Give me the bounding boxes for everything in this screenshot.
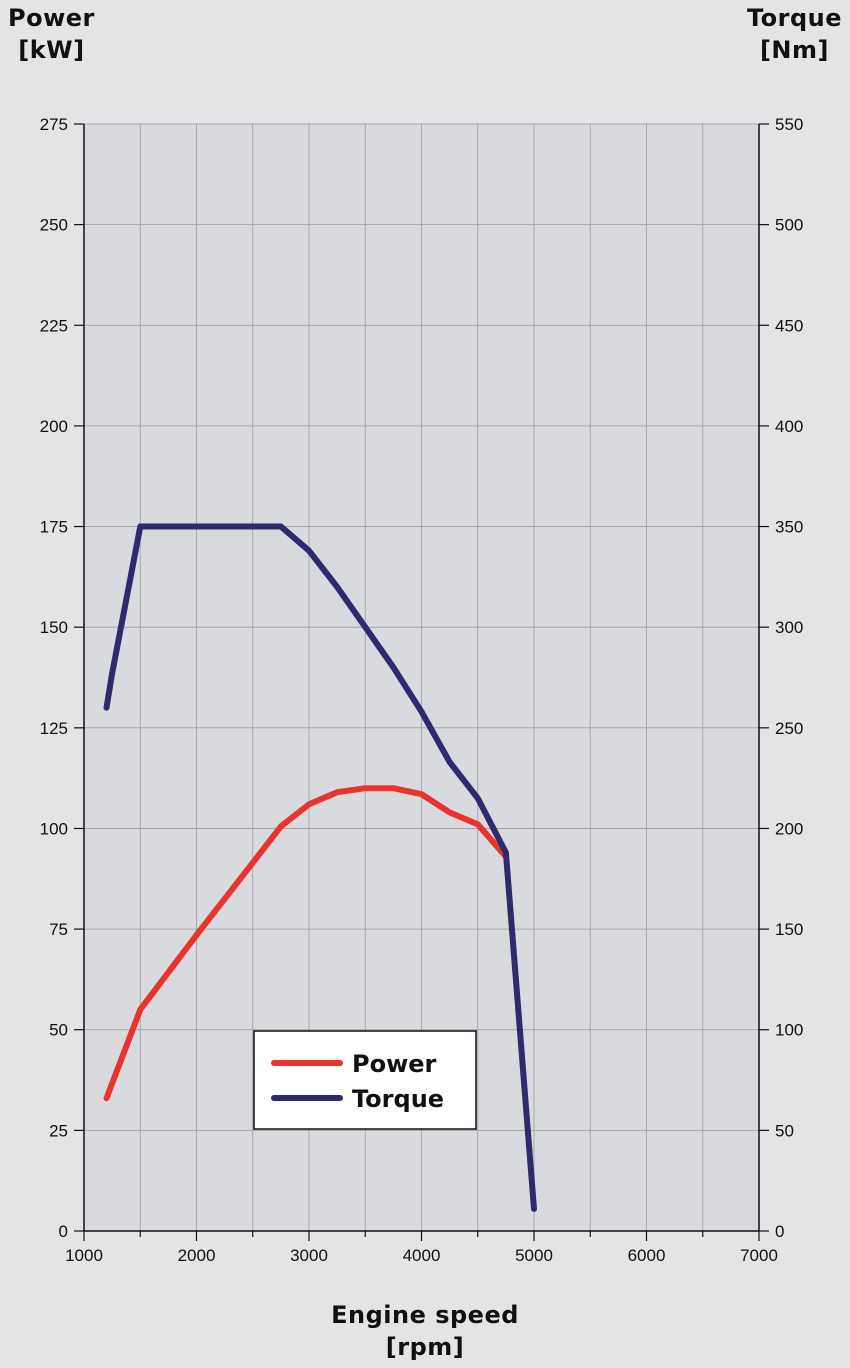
y2-tick-label: 350 <box>775 518 803 537</box>
y-tick-label: 250 <box>40 216 68 235</box>
y-tick-label: 0 <box>59 1222 68 1241</box>
grid-lines <box>84 123 759 1232</box>
y2-tick-label: 450 <box>775 316 803 335</box>
left-axis-title-line1: Power <box>8 4 95 32</box>
right-axis-title-line2: [Nm] <box>759 36 829 64</box>
y2-tick-label: 100 <box>775 1021 803 1040</box>
x-axis-title-line2: [rpm] <box>385 1333 465 1361</box>
y-tick-label: 125 <box>40 719 68 738</box>
y-tick-label: 75 <box>49 920 68 939</box>
y-tick-label: 200 <box>40 417 68 436</box>
x-tick-label: 6000 <box>628 1246 666 1265</box>
series-line-torque <box>103 523 537 1212</box>
y2-tick-label: 200 <box>775 819 803 838</box>
y-tick-label: 100 <box>40 819 68 838</box>
right-axis-title-line1: Torque <box>746 4 842 32</box>
y2-tick-label: 150 <box>775 920 803 939</box>
legend: Power Torque <box>253 1030 477 1130</box>
y-tick-label: 175 <box>40 518 68 537</box>
y-tick-label: 25 <box>49 1121 68 1140</box>
y2-tick-label: 300 <box>775 618 803 637</box>
y2-tick-label: 0 <box>775 1222 784 1241</box>
left-axis-title-line2: [kW] <box>18 36 85 64</box>
x-tick-label: 3000 <box>290 1246 328 1265</box>
x-tick-label: 1000 <box>65 1246 103 1265</box>
y2-tick-label: 550 <box>775 115 803 134</box>
left-axis-title: Power [kW] <box>8 2 95 66</box>
x-tick-label: 5000 <box>515 1246 553 1265</box>
x-tick-label: 7000 <box>740 1246 778 1265</box>
y2-tick-label: 500 <box>775 216 803 235</box>
y-tick-label: 275 <box>40 115 68 134</box>
x-tick-label: 4000 <box>403 1246 441 1265</box>
y-tick-label: 50 <box>49 1021 68 1040</box>
legend-label-torque: Torque <box>352 1085 444 1113</box>
y2-tick-label: 250 <box>775 719 803 738</box>
y-tick-label: 225 <box>40 316 68 335</box>
y-tick-label: 150 <box>40 618 68 637</box>
x-axis-title-line1: Engine speed <box>331 1301 519 1329</box>
right-axis-title: Torque [Nm] <box>747 2 842 66</box>
x-axis-title: Engine speed [rpm] <box>0 1299 850 1363</box>
tick-labels: 0 25 50 75 100 125 150 175 200 225 250 275 0 50 100 150… <box>40 115 804 1265</box>
y2-tick-label: 400 <box>775 417 803 436</box>
legend-box <box>253 1030 477 1130</box>
series-line-power <box>103 785 509 1102</box>
y2-tick-label: 50 <box>775 1121 794 1140</box>
legend-label-power: Power <box>352 1050 437 1078</box>
series-lines <box>103 523 537 1212</box>
x-tick-label: 2000 <box>178 1246 216 1265</box>
